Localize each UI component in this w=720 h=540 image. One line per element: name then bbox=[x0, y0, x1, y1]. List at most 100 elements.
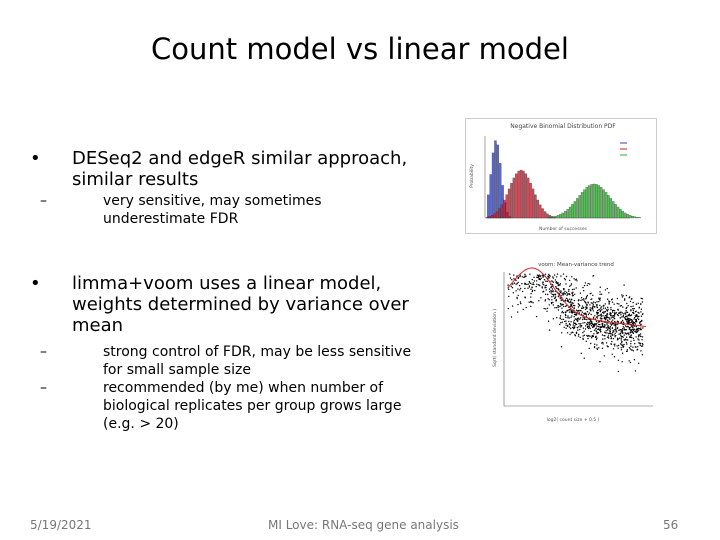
scatter-dot bbox=[583, 357, 585, 359]
scatter-dot bbox=[571, 306, 574, 308]
scatter-dot bbox=[635, 303, 638, 305]
hist-bar bbox=[491, 152, 495, 219]
sub-text: strong control of FDR, may be less sensi… bbox=[103, 343, 411, 379]
scatter-dot bbox=[582, 317, 584, 319]
scatter-dot bbox=[640, 303, 642, 305]
scatter-dot bbox=[640, 345, 643, 347]
scatter-dot bbox=[572, 324, 574, 326]
scatter-dot bbox=[545, 289, 547, 291]
scatter-dot bbox=[600, 313, 602, 315]
scatter-dot bbox=[570, 327, 572, 330]
scatter-dot bbox=[604, 307, 607, 309]
scatter-dot bbox=[634, 318, 637, 321]
scatter-dot bbox=[543, 279, 546, 281]
scatter-dot bbox=[632, 332, 634, 334]
scatter-dot bbox=[601, 342, 603, 344]
scatter-dot bbox=[607, 346, 609, 348]
scatter-dot bbox=[533, 283, 535, 286]
scatter-dot bbox=[575, 314, 578, 316]
scatter-dot bbox=[611, 320, 613, 323]
scatter-dot bbox=[530, 282, 532, 285]
scatter-dot bbox=[601, 317, 603, 320]
scatter-dot bbox=[580, 325, 583, 327]
scatter-dot bbox=[616, 320, 619, 322]
scatter-dot bbox=[596, 344, 598, 346]
scatter-dot bbox=[580, 310, 582, 312]
scatter-dot bbox=[547, 298, 549, 300]
scatter-dot bbox=[554, 307, 556, 309]
scatter-dot bbox=[563, 289, 565, 291]
hist-bar bbox=[487, 194, 490, 219]
scatter-dot bbox=[589, 309, 591, 311]
hist-bar bbox=[592, 183, 596, 219]
line: very sensitive, may sometimes bbox=[103, 193, 322, 209]
scatter-dot bbox=[542, 276, 544, 278]
scatter-dot bbox=[623, 343, 625, 346]
scatter-dot bbox=[535, 315, 538, 318]
scatter-dot bbox=[596, 347, 598, 349]
scatter-dot bbox=[573, 322, 575, 325]
scatter-dot bbox=[611, 334, 614, 336]
footer-page: 56 bbox=[663, 518, 679, 532]
hist-bar bbox=[543, 211, 547, 219]
scatter-dot bbox=[600, 317, 602, 319]
scatter-dot bbox=[530, 305, 532, 307]
scatter-dot bbox=[511, 287, 514, 289]
trend-line bbox=[507, 267, 647, 328]
scatter-dot bbox=[560, 290, 562, 292]
legend bbox=[620, 142, 627, 156]
scatter-dot bbox=[624, 313, 627, 315]
scatter-dot bbox=[640, 308, 643, 310]
scatter-dot bbox=[565, 311, 567, 313]
scatter-dot bbox=[628, 334, 630, 336]
scatter-dot bbox=[566, 297, 568, 300]
scatter-dot bbox=[544, 299, 547, 301]
scatter-dot bbox=[634, 370, 637, 372]
scatter-dot bbox=[634, 311, 637, 313]
scatter-dot bbox=[582, 306, 585, 309]
scatter-dot bbox=[626, 318, 628, 321]
scatter-dot bbox=[566, 293, 569, 295]
scatter-dot bbox=[603, 311, 605, 313]
scatter-dot bbox=[605, 318, 607, 320]
scatter-dot bbox=[580, 326, 582, 328]
hist-bar bbox=[556, 215, 560, 219]
scatter-dot bbox=[586, 284, 588, 287]
scatter-dot bbox=[629, 300, 632, 303]
scatter-dot bbox=[588, 347, 590, 350]
scatter-dot bbox=[631, 328, 633, 331]
scatter-dot bbox=[638, 306, 640, 308]
scatter-dot bbox=[559, 315, 562, 317]
scatter-dot bbox=[556, 287, 558, 290]
scatter-dot bbox=[521, 276, 523, 278]
scatter-dot bbox=[622, 314, 625, 317]
hist-bar bbox=[488, 216, 491, 219]
hist-bar bbox=[616, 206, 620, 219]
scatter-dot bbox=[629, 315, 632, 317]
scatter-dot bbox=[547, 277, 549, 279]
scatter-dot bbox=[639, 328, 642, 331]
scatter-dot bbox=[634, 346, 636, 348]
figure-ylabel: Probability bbox=[469, 164, 475, 188]
scatter-dot bbox=[547, 275, 550, 278]
scatter-dot bbox=[620, 334, 622, 337]
scatter-dot bbox=[613, 324, 615, 326]
scatter-dot bbox=[565, 322, 567, 325]
scatter-dot bbox=[629, 318, 631, 320]
scatter-dot bbox=[548, 288, 551, 290]
scatter-points bbox=[507, 273, 644, 373]
hist-bar bbox=[549, 217, 553, 219]
scatter-dot bbox=[563, 326, 565, 328]
hist-bar bbox=[515, 173, 518, 219]
scatter-dot bbox=[561, 310, 564, 313]
scatter-dot bbox=[530, 292, 532, 295]
hist-bar bbox=[597, 185, 601, 219]
scatter-dot bbox=[639, 342, 641, 345]
scatter-dot bbox=[588, 325, 590, 327]
scatter-dot bbox=[591, 298, 593, 300]
scatter-dot bbox=[632, 305, 634, 307]
scatter-dot bbox=[553, 297, 556, 299]
scatter-dot bbox=[616, 323, 618, 326]
figure-xlabel: log2( count size + 0.5 ) bbox=[547, 417, 600, 423]
scatter-dot bbox=[595, 304, 598, 306]
